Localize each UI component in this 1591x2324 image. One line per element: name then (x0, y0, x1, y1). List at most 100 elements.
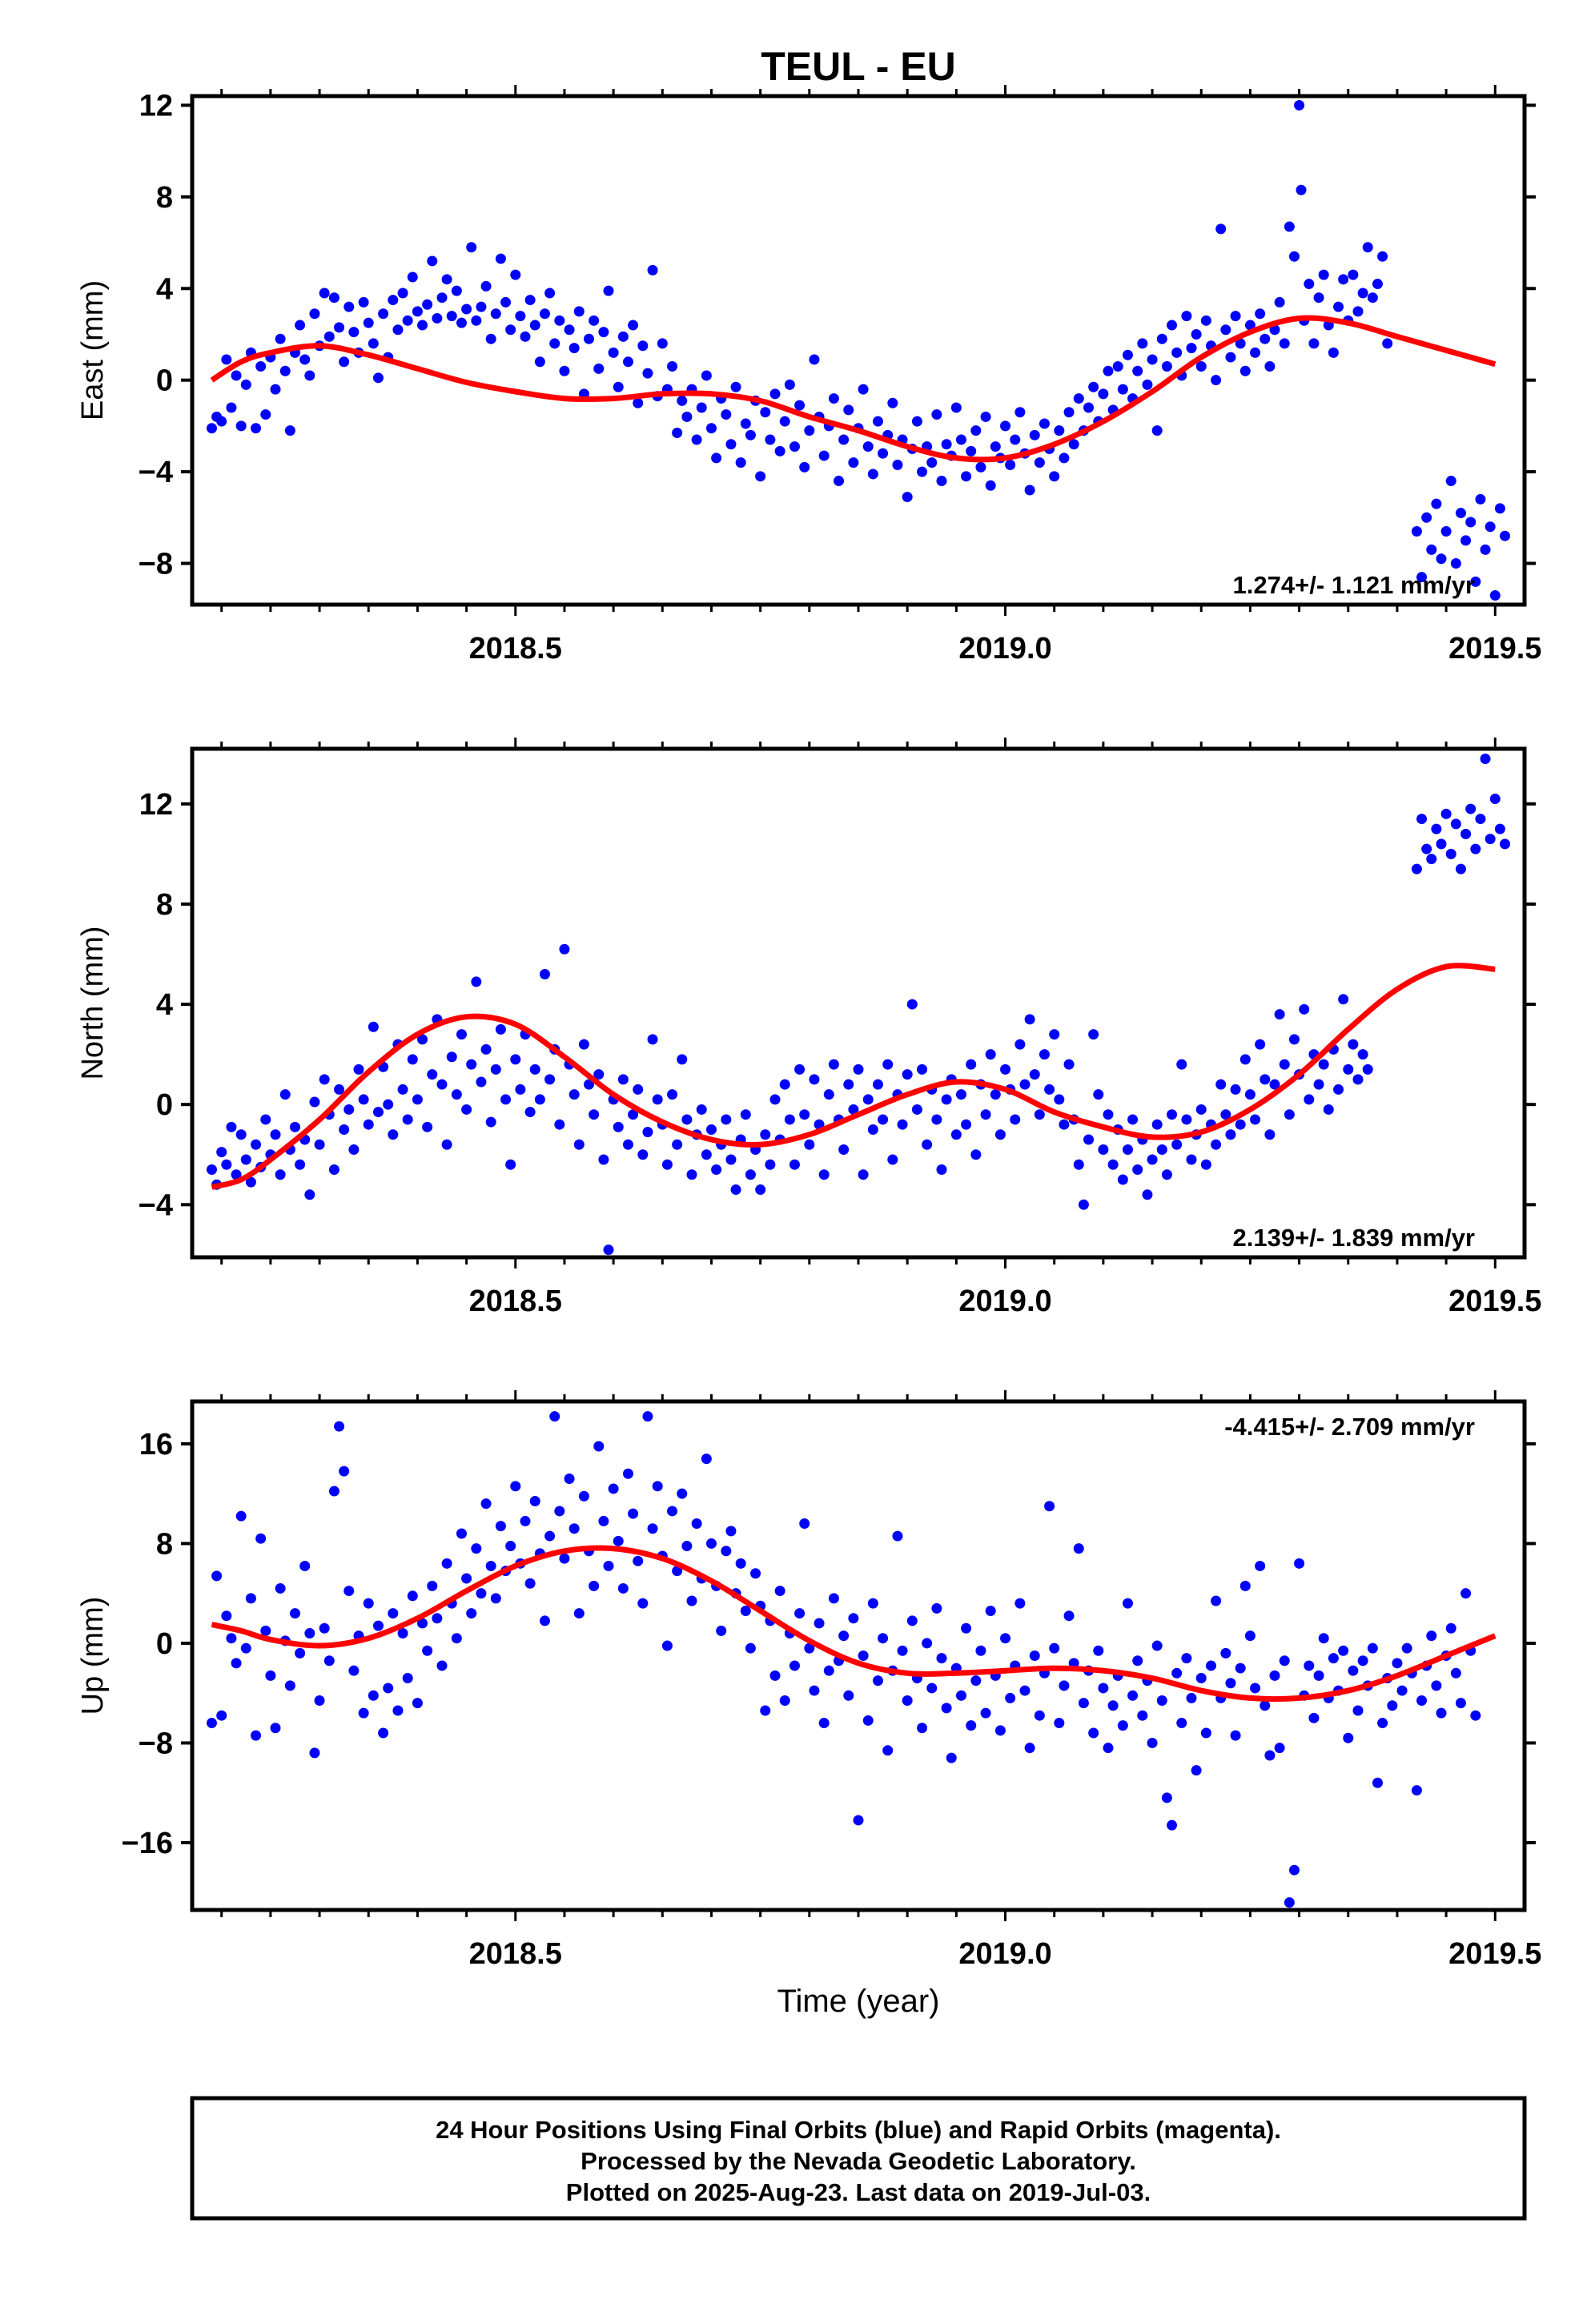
up-data-point (1255, 1560, 1266, 1571)
east-data-point (270, 384, 281, 395)
north-data-point (843, 1079, 854, 1090)
up-data-point (1205, 1660, 1216, 1671)
east-data-point (1029, 429, 1040, 440)
up-data-point (1059, 1680, 1070, 1691)
north-data-point (1362, 1063, 1373, 1075)
east-data-point (872, 416, 883, 427)
north-data-point (725, 1154, 737, 1165)
up-data-point (1450, 1667, 1461, 1679)
up-data-point (661, 1640, 673, 1651)
east-data-point (892, 460, 903, 471)
north-data-point (681, 1114, 693, 1125)
up-data-point (823, 1665, 834, 1676)
north-data-point (372, 1107, 384, 1118)
up-data-point (1284, 1897, 1295, 1908)
east-data-point (549, 338, 560, 349)
up-data-point (725, 1526, 737, 1537)
east-data-point (1181, 311, 1192, 322)
east-data-point (1239, 365, 1251, 376)
up-data-point (1093, 1645, 1104, 1656)
north-data-point (1338, 994, 1349, 1005)
east-data-point (1411, 525, 1422, 537)
north-data-point (1333, 1084, 1344, 1095)
up-data-point (1445, 1622, 1456, 1634)
north-data-point (1024, 1014, 1035, 1025)
east-data-point (1416, 572, 1428, 583)
north-data-point (363, 1119, 374, 1130)
east-data-point (1362, 242, 1373, 253)
east-data-point (275, 333, 286, 344)
up-data-point (642, 1411, 653, 1422)
east-data-point (554, 315, 565, 326)
north-data-point (1200, 1159, 1211, 1170)
east-data-point (1049, 471, 1060, 482)
up-data-point (603, 1560, 614, 1571)
up-data-point (407, 1590, 418, 1602)
east-data-point (432, 312, 443, 324)
east-data-point (672, 427, 683, 438)
east-data-point (1264, 361, 1276, 372)
north-data-point (1494, 823, 1505, 834)
up-data-point (862, 1715, 874, 1726)
east-data-point (1470, 576, 1481, 587)
north-data-point (1014, 1039, 1026, 1050)
east-data-point (828, 393, 839, 404)
up-y-axis-label: Up (mm) (76, 1597, 110, 1715)
east-data-point (1156, 333, 1167, 344)
east-data-point (319, 287, 330, 299)
north-data-point (1455, 863, 1466, 875)
north-data-point (686, 1169, 697, 1180)
up-data-point (1176, 1718, 1187, 1729)
east-data-point (348, 327, 360, 338)
north-data-point (1151, 1119, 1163, 1130)
north-data-point (1416, 814, 1428, 825)
up-data-point (897, 1645, 908, 1656)
up-data-point (1005, 1692, 1016, 1703)
east-data-point (735, 457, 746, 468)
up-data-point (1000, 1633, 1011, 1644)
north-data-point (1485, 834, 1496, 845)
up-data-point (872, 1675, 883, 1687)
north-data-point (818, 1169, 830, 1180)
north-data-point (1029, 1069, 1040, 1080)
east-fit-curve (210, 315, 1497, 463)
north-data-point (353, 1063, 364, 1075)
east-data-point (295, 320, 306, 331)
east-data-point (461, 304, 472, 315)
north-data-point (642, 1127, 653, 1138)
east-y-tick-label: 4 (156, 272, 173, 306)
east-data-point (1352, 306, 1364, 317)
east-data-point (490, 308, 501, 320)
east-data-point (598, 327, 609, 338)
north-data-point (970, 1149, 982, 1160)
up-data-point (1132, 1655, 1143, 1667)
north-data-point (1049, 1029, 1060, 1040)
north-data-point (456, 1029, 467, 1040)
east-data-point (505, 324, 516, 336)
east-data-point (392, 324, 404, 336)
north-data-point (911, 1104, 922, 1115)
east-data-point (309, 308, 320, 320)
north-data-point (1088, 1029, 1099, 1040)
east-data-point (1073, 393, 1084, 404)
north-data-point (1475, 814, 1486, 825)
east-data-point (1244, 320, 1256, 331)
north-data-point (1357, 1049, 1368, 1060)
east-x-tick-label: 2019.5 (1448, 632, 1541, 665)
north-data-point (260, 1114, 271, 1125)
east-data-point (397, 287, 408, 299)
north-data-point (339, 1124, 350, 1135)
north-data-point (1470, 843, 1481, 854)
east-data-point (613, 381, 624, 392)
north-data-point (554, 1119, 565, 1130)
up-data-point (617, 1582, 629, 1594)
north-data-point (206, 1164, 217, 1176)
east-data-point (1211, 375, 1222, 386)
up-data-point (1239, 1580, 1251, 1591)
up-data-point (1401, 1642, 1412, 1654)
up-data-point (878, 1633, 889, 1644)
north-data-point (862, 1094, 874, 1105)
north-data-point (427, 1069, 438, 1080)
north-data-point (1274, 1009, 1285, 1020)
up-data-point (814, 1618, 825, 1629)
